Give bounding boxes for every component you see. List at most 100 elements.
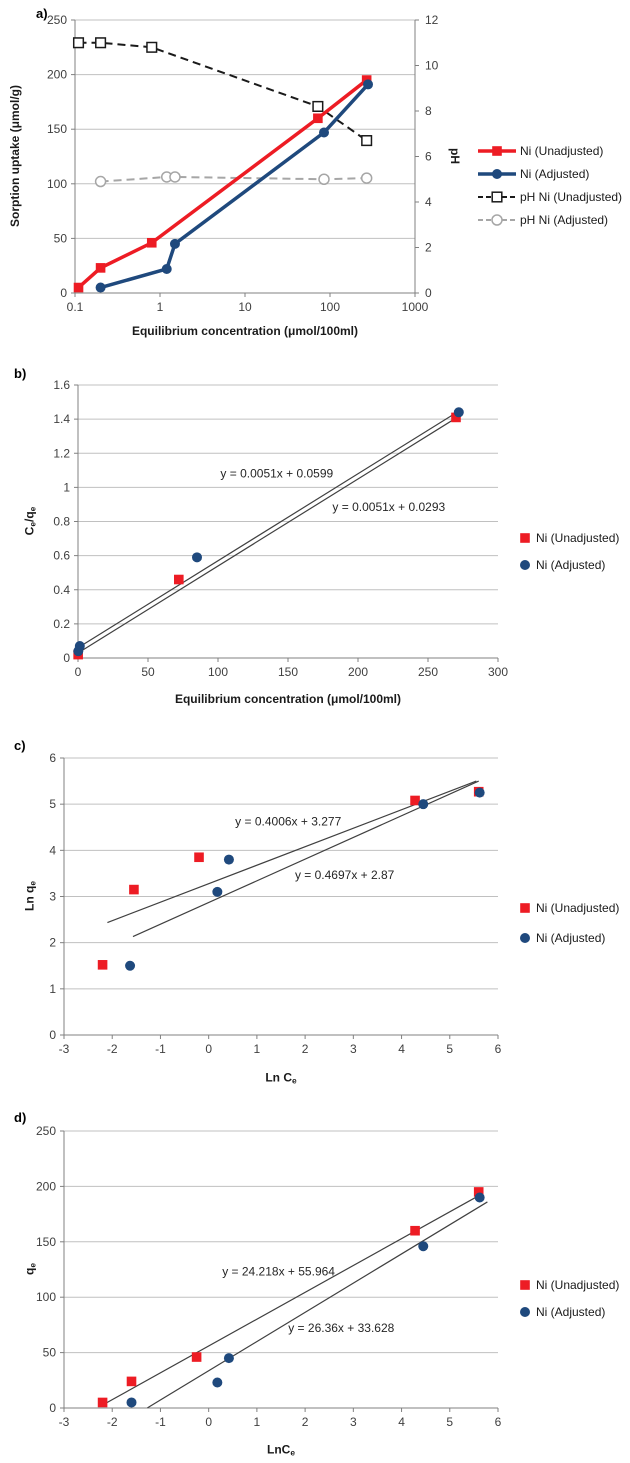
legend-label: Ni (Unadjusted) [520,143,604,158]
trendline-equation: y = 24.218x + 55.964 [222,1265,335,1279]
trendline-equation: y = 0.0051x + 0.0293 [332,500,445,514]
square-marker-icon [313,113,323,124]
y-tick-label: 0.8 [53,515,70,529]
x-tick-label: 2 [302,1042,309,1056]
y-tick-label: 100 [36,1290,56,1304]
panel-c-label: c) [14,738,26,753]
x-tick-label: 1 [157,300,164,314]
panel-c-x-axis-title: Ln Ce [265,1070,297,1086]
square-marker-icon [72,37,85,49]
legend-label: pH Ni (Unadjusted) [520,189,623,204]
circle-marker-icon [161,263,172,274]
x-tick-label: -2 [107,1415,118,1429]
x-tick-label: 3 [350,1415,357,1429]
y-tick-label: 50 [54,231,68,245]
circle-marker-icon [520,559,530,570]
x-tick-label: 100 [208,665,228,679]
y2-tick-label: 2 [425,241,432,255]
square-marker-icon [191,1352,202,1362]
circle-marker-icon [169,171,181,183]
legend-item-ni-adjusted: Ni (Adjusted) [518,551,619,578]
legend-label: Ni (Unadjusted) [536,901,620,915]
series-ni-adjusted [126,1192,485,1408]
legend-swatch-circle-icon [478,213,516,226]
circle-marker-icon [474,1192,485,1203]
x-tick-label: 300 [488,665,508,679]
square-marker-icon [174,574,184,585]
legend-swatch-square-icon [520,903,530,913]
x-tick-label: 3 [350,1042,357,1056]
legend-swatch-circle-icon [520,933,530,943]
legend-item-ni-unadjusted: Ni (Unadjusted) [478,139,622,162]
legend-swatch-circle-icon [478,168,516,179]
legend-item-ph-ni-unadjusted: pH Ni (Unadjusted) [478,185,622,208]
square-marker-icon [492,145,502,156]
panel-a-x-axis-title: Equilibrium concentration (μmol/100ml) [131,324,359,338]
circle-marker-icon [212,886,223,897]
square-marker-icon [520,532,530,543]
circle-marker-icon [74,641,85,652]
trendline-equation: y = 26.36x + 33.628 [288,1321,394,1335]
y-tick-label: 6 [49,751,56,765]
y-tick-label: 1.2 [53,446,70,460]
legend-item-ni-adjusted: Ni (Adjusted) [478,162,622,185]
circle-marker-icon [223,1353,234,1364]
x-tick-label: 6 [495,1415,502,1429]
y-tick-label: 200 [47,68,67,82]
circle-marker-icon [474,787,485,798]
series-ph-ni-adjusted [94,171,373,188]
square-marker-icon [126,1376,137,1387]
panel-b-label: b) [14,366,27,381]
x-tick-label: 0.1 [67,300,84,314]
panel-d-y-axis-title: qe [22,1262,38,1276]
panel-b-y-axis-title: Ce/qe [22,506,38,536]
square-marker-icon [473,1187,484,1197]
series-ni-adjusted [95,79,374,293]
x-tick-label: 200 [348,665,368,679]
series-ni-adjusted [73,407,464,657]
circle-marker-icon [418,799,429,810]
legend-item-ni-adjusted: Ni (Adjusted) [518,1298,619,1325]
legend-item-ph-ni-adjusted: pH Ni (Adjusted) [478,208,622,231]
square-marker-icon [491,190,503,203]
y-tick-label: 2 [49,936,56,950]
y-tick-label: 1.4 [53,412,70,426]
y-tick-label: 1.6 [53,378,70,392]
y-tick-label: 1 [49,982,56,996]
square-marker-icon [520,1279,530,1290]
series-line-ph-ni-unadjusted [78,41,368,142]
x-tick-label: -1 [155,1415,166,1429]
trendline-equation: y = 0.0051x + 0.0599 [220,467,333,481]
panel-b-x-axis-title: Equilibrium concentration (μmol/100ml) [174,692,402,706]
x-tick-label: 6 [495,1042,502,1056]
y-tick-label: 0.2 [53,617,70,631]
legend-label: Ni (Adjusted) [536,1304,606,1319]
series-line-ph-ni-adjusted [100,175,367,183]
panel-a-legend: Ni (Unadjusted) Ni (Adjusted) pH Ni (Unadj… [478,139,622,231]
legend-swatch-circle-icon [520,559,530,570]
y-tick-label: 0.4 [53,583,70,597]
y-tick-label: 250 [36,1124,56,1138]
circle-marker-icon [319,127,330,138]
circle-marker-icon [212,1377,223,1388]
square-marker-icon [451,412,461,423]
square-marker-icon [361,135,373,147]
panel-b-legend: Ni (Unadjusted) Ni (Adjusted) [518,524,619,578]
legend-label: Ni (Adjusted) [536,557,606,572]
x-tick-label: 4 [398,1042,405,1056]
y-tick-label: 250 [47,13,67,27]
square-marker-icon [97,1397,108,1408]
x-tick-label: 5 [446,1415,453,1429]
legend-label: Ni (Adjusted) [520,166,590,181]
x-tick-label: 150 [278,665,298,679]
y-tick-label: 0 [49,1401,56,1415]
square-marker-icon [146,237,157,248]
chart-panel-c: 0 1 2 3 4 5 6 -3 -2 -1 0 1 2 3 4 5 6 y = 0.4006x + 3.277 y… [49,751,501,1056]
circle-marker-icon [491,213,503,226]
legend-swatch-square-icon [478,190,516,203]
x-tick-label: 250 [418,665,438,679]
y-tick-label: 0 [63,651,70,665]
panel-d-legend: Ni (Unadjusted) Ni (Adjusted) [518,1271,619,1325]
legend-label: Ni (Adjusted) [536,931,606,945]
